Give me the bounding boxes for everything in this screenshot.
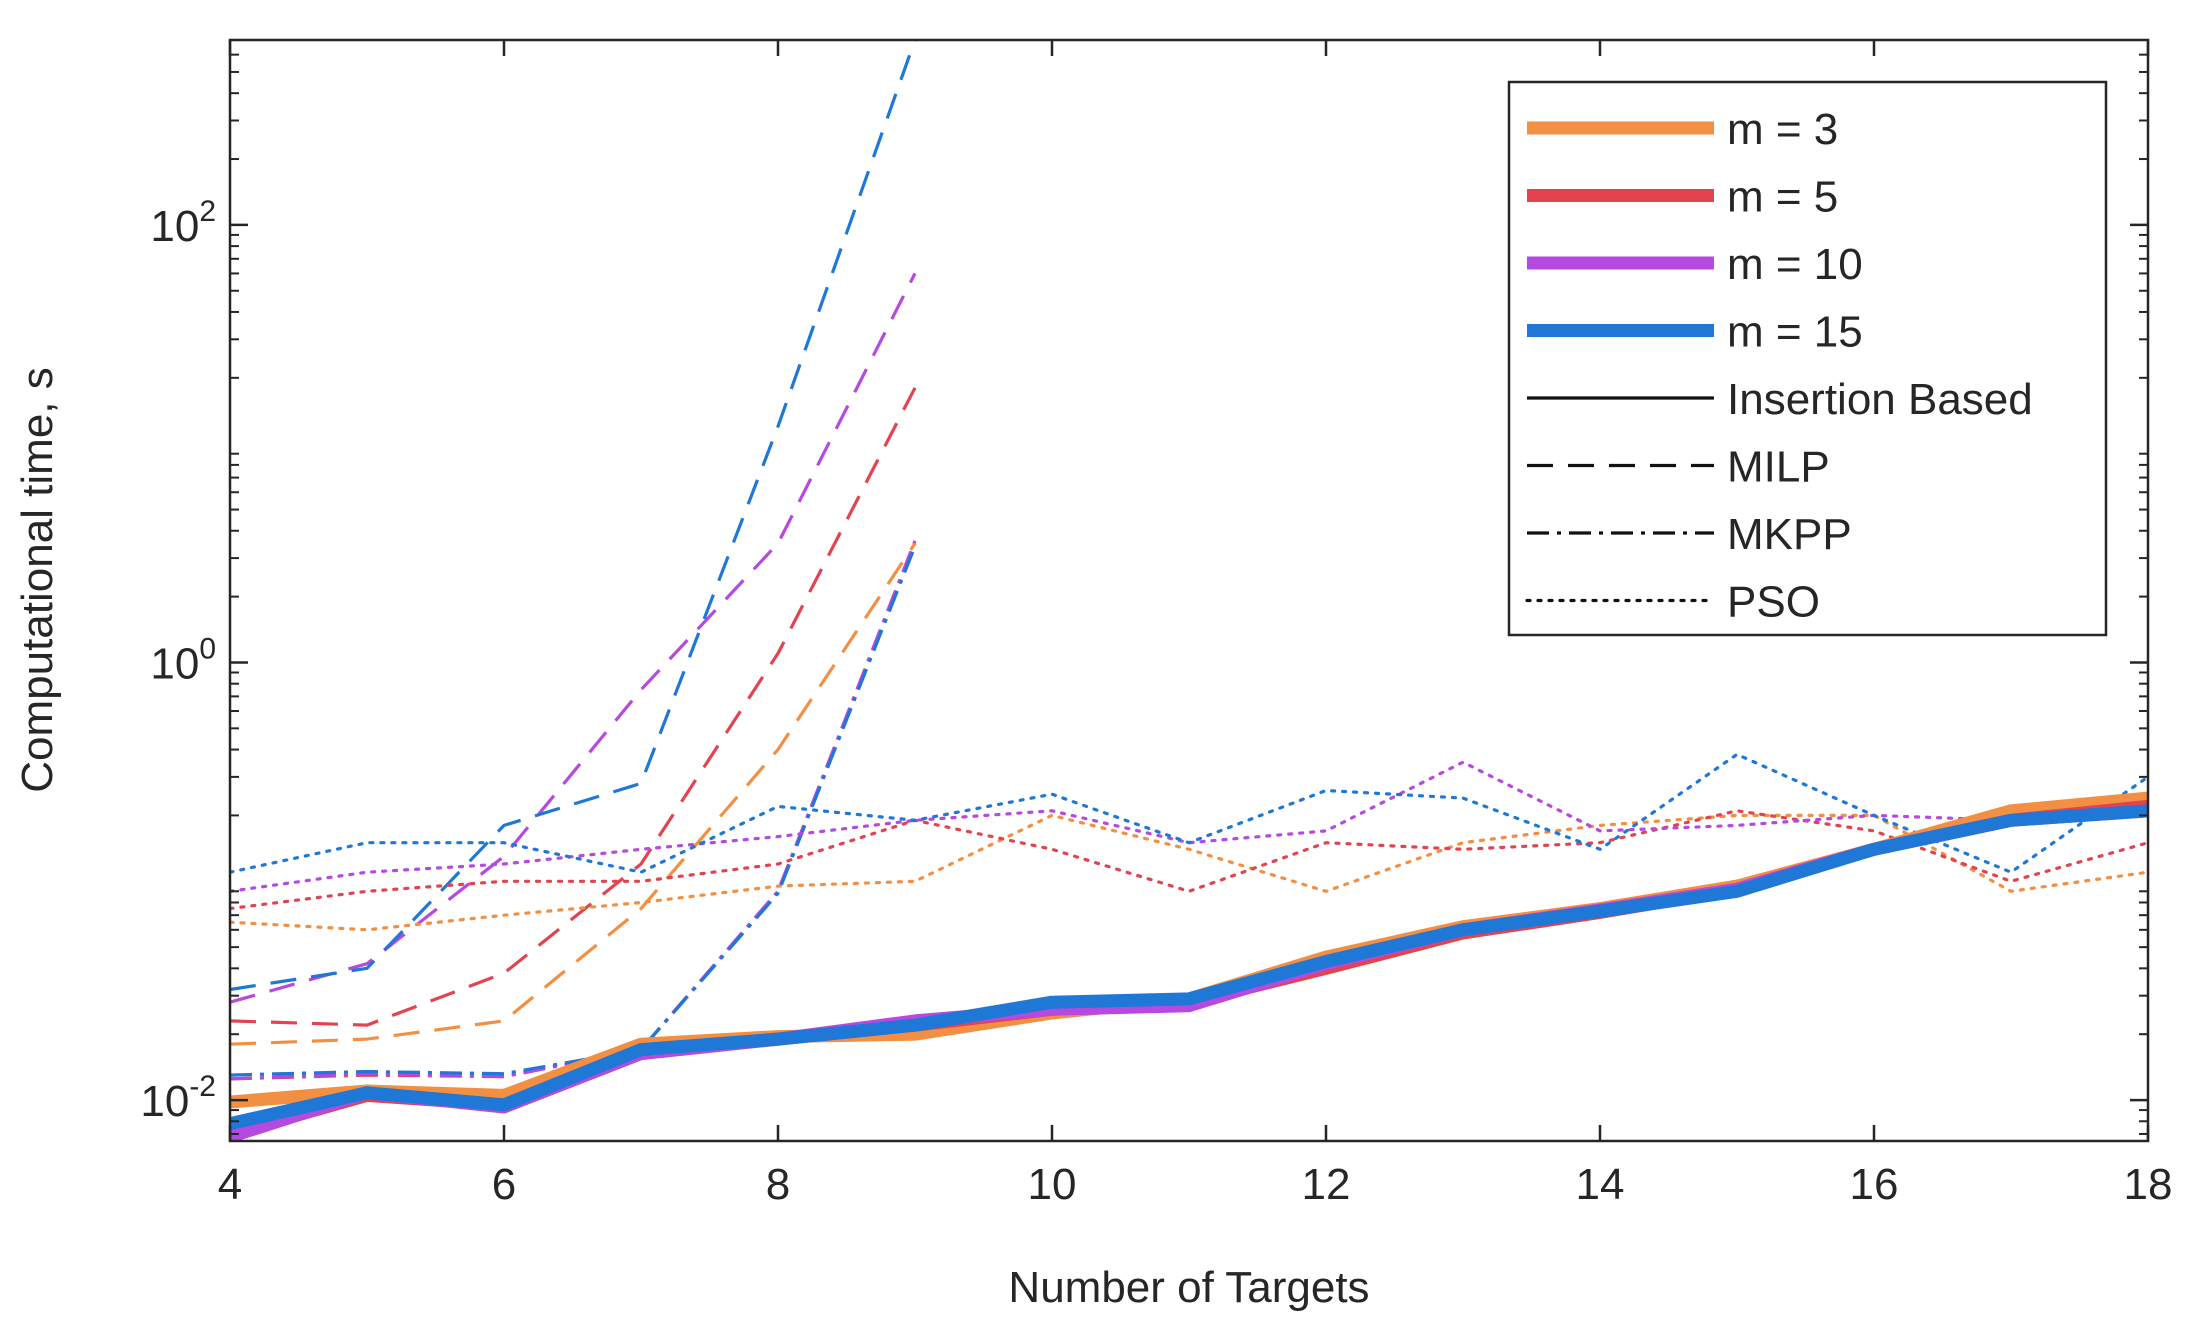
- legend-label-m-15: m = 15: [1727, 308, 1863, 357]
- x-tick-label-18: 18: [2124, 1160, 2173, 1209]
- series-insertion-based-m-15: [230, 804, 2148, 1131]
- x-tick-label-12: 12: [1302, 1160, 1351, 1209]
- x-tick-label-8: 8: [766, 1160, 790, 1209]
- legend-label-m-5: m = 5: [1727, 173, 1838, 222]
- series-mkpp-m-15: [230, 545, 917, 1077]
- legend-box: [1507, 80, 2108, 637]
- axes-layer: 4 6 8 10 12 14 16 18 10-2 100 102: [140, 38, 2173, 1209]
- legend-label-insertion-based: Insertion Based: [1727, 375, 2033, 424]
- legend-label-m-10: m = 10: [1727, 240, 1863, 289]
- legend: m = 3 m = 5 m = 10 m = 15 Insertion Based MIL…: [1507, 80, 2108, 637]
- x-tick-label-6: 6: [492, 1160, 516, 1209]
- y-axis-label: Computational time, s: [13, 367, 62, 793]
- legend-label-milp: MILP: [1727, 443, 1830, 492]
- legend-label-mkpp: MKPP: [1727, 510, 1852, 559]
- x-axis-label: Number of Targets: [1008, 1263, 1369, 1312]
- x-tick-label-4: 4: [218, 1160, 242, 1209]
- legend-label-m-3: m = 3: [1727, 105, 1838, 154]
- x-tick-label-10: 10: [1028, 1160, 1077, 1209]
- series-pso-m-3: [230, 813, 2148, 932]
- x-tick-label-14: 14: [1576, 1160, 1625, 1209]
- y-tick-label--2: 10-2: [140, 1070, 216, 1126]
- series-layer: [230, 40, 2148, 1141]
- series-pso-m-15: [230, 752, 2148, 874]
- series-milp-m-3: [230, 542, 917, 1046]
- y-tick-label-0: 100: [150, 632, 216, 688]
- series-milp-m-5: [230, 387, 917, 1027]
- legend-label-pso: PSO: [1727, 578, 1820, 627]
- y-tick-label-2: 102: [150, 195, 216, 251]
- series-pso-m-5: [230, 809, 2148, 911]
- series-milp-m-10: [230, 272, 917, 1004]
- plot-frame: [228, 38, 2150, 1143]
- x-tick-label-16: 16: [1850, 1160, 1899, 1209]
